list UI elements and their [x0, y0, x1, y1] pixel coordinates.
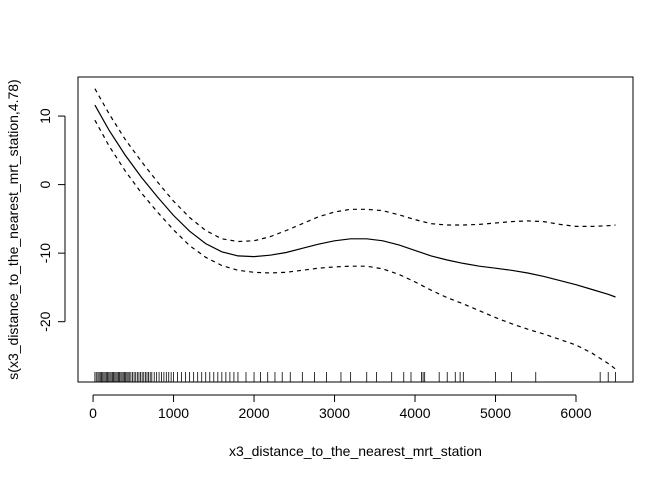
rug-marks — [94, 372, 616, 382]
x-tick-label: 1000 — [158, 405, 189, 421]
confidence-band-line — [94, 119, 616, 370]
y-axis-title: s(x3_distance_to_the_nearest_mrt_station… — [5, 79, 21, 379]
plot-frame — [77, 76, 634, 383]
confidence-band-line — [94, 88, 616, 243]
smooth-fit-line — [94, 104, 616, 298]
smooth-curves — [94, 88, 616, 370]
y-tick-label: -10 — [37, 243, 53, 263]
y-tick-label: 10 — [37, 108, 53, 124]
x-axis-title: x3_distance_to_the_nearest_mrt_station — [229, 443, 482, 459]
y-tick-label: 0 — [37, 181, 53, 189]
x-tick-label: 0 — [89, 405, 97, 421]
x-tick-label: 5000 — [480, 405, 511, 421]
x-tick-label: 2000 — [238, 405, 269, 421]
y-axis: 10 0 -10 -20 — [37, 108, 66, 332]
y-tick-label: -20 — [37, 311, 53, 331]
x-tick-label: 6000 — [560, 405, 591, 421]
x-axis: 0 1000 2000 3000 4000 5000 6000 — [89, 394, 592, 421]
x-tick-label: 3000 — [319, 405, 350, 421]
x-tick-label: 4000 — [399, 405, 430, 421]
